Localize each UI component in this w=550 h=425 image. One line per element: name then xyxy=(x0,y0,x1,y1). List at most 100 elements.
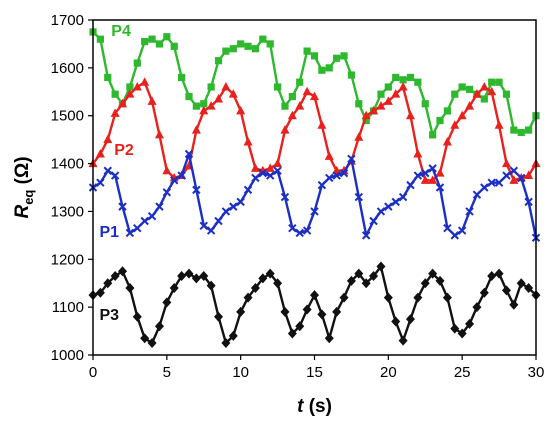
point-p4 xyxy=(384,83,392,91)
series-p3 xyxy=(88,261,541,349)
point-p3 xyxy=(265,268,275,279)
series-label-p4: P4 xyxy=(111,23,131,40)
point-p1 xyxy=(524,197,533,207)
point-p1 xyxy=(361,231,371,240)
point-p4 xyxy=(237,40,245,48)
point-p4 xyxy=(333,54,341,62)
point-p4 xyxy=(288,92,296,101)
point-p3 xyxy=(376,261,386,272)
point-p2 xyxy=(214,93,224,103)
point-p1 xyxy=(332,171,341,180)
point-p1 xyxy=(192,185,201,195)
point-p4 xyxy=(207,83,215,91)
point-p2 xyxy=(132,82,142,91)
point-p3 xyxy=(428,268,438,279)
point-p4 xyxy=(355,100,363,108)
point-p3 xyxy=(509,299,519,310)
point-p3 xyxy=(494,268,504,279)
point-p2 xyxy=(118,98,128,108)
point-p1 xyxy=(302,226,312,235)
x-tick-label: 25 xyxy=(454,364,471,381)
point-p1 xyxy=(184,149,194,159)
point-p2 xyxy=(435,168,445,177)
point-p2 xyxy=(420,175,430,184)
point-p4 xyxy=(259,35,267,43)
point-p4 xyxy=(222,47,230,55)
point-p1 xyxy=(502,171,511,180)
point-p3 xyxy=(398,335,408,346)
point-p1 xyxy=(428,164,437,173)
point-p2 xyxy=(405,110,415,120)
point-p4 xyxy=(281,102,289,110)
point-p1 xyxy=(398,192,408,202)
series-p1 xyxy=(88,149,541,242)
point-p1 xyxy=(487,178,496,187)
point-p1 xyxy=(243,185,253,195)
point-p3 xyxy=(501,285,511,296)
point-p2 xyxy=(302,86,312,96)
point-p1 xyxy=(421,168,430,178)
x-axis-var: t xyxy=(297,396,304,417)
point-p2 xyxy=(354,132,364,141)
point-p4 xyxy=(429,131,437,139)
point-p4 xyxy=(421,100,429,108)
point-p3 xyxy=(405,314,415,325)
point-p2 xyxy=(110,108,120,117)
point-p4 xyxy=(480,95,488,103)
point-p2 xyxy=(509,175,519,184)
point-p4 xyxy=(148,35,156,43)
point-p4 xyxy=(214,57,223,65)
point-p4 xyxy=(443,107,451,115)
point-p4 xyxy=(318,66,326,74)
y-axis-var: R xyxy=(12,205,33,219)
point-p3 xyxy=(442,292,452,303)
point-p4 xyxy=(458,83,466,91)
point-p1 xyxy=(517,173,526,183)
point-p4 xyxy=(362,116,370,125)
point-p2 xyxy=(228,89,238,98)
point-p3 xyxy=(184,268,194,279)
point-p2 xyxy=(361,110,371,120)
point-p2 xyxy=(221,82,231,91)
point-p3 xyxy=(516,278,526,289)
series-layer xyxy=(88,28,541,349)
point-p2 xyxy=(450,120,460,129)
point-p2 xyxy=(154,129,164,139)
point-p3 xyxy=(118,266,128,277)
point-p2 xyxy=(428,175,438,184)
point-p1 xyxy=(251,173,260,183)
point-p3 xyxy=(346,275,356,286)
point-p1 xyxy=(317,180,327,190)
y-tick-label: 1200 xyxy=(51,251,84,268)
point-p1 xyxy=(406,180,415,190)
point-p2 xyxy=(413,149,423,158)
point-p1 xyxy=(435,183,445,192)
axis-layer: 0 5 10 15 20 25 30 1000 1100 1200 1300 1400 1500 1600… xyxy=(51,12,545,381)
point-p4 xyxy=(377,90,385,98)
point-p2 xyxy=(236,105,246,115)
point-p3 xyxy=(420,278,430,289)
point-p3 xyxy=(199,271,209,282)
point-p1 xyxy=(413,171,423,180)
point-p4 xyxy=(406,73,415,82)
point-p3 xyxy=(177,271,187,282)
point-p4 xyxy=(325,64,333,72)
point-p3 xyxy=(125,283,135,293)
series-p2 xyxy=(88,77,541,184)
point-p4 xyxy=(414,78,422,86)
point-p1 xyxy=(110,171,120,180)
plot-area: P4 P2 P1 P3 xyxy=(88,19,541,356)
x-tick-label: 0 xyxy=(89,364,97,381)
point-p1 xyxy=(457,226,467,235)
point-p2 xyxy=(442,137,452,146)
point-p4 xyxy=(229,45,237,53)
point-p4 xyxy=(185,92,193,101)
y-tick-label: 1000 xyxy=(51,347,84,364)
point-p2 xyxy=(369,105,379,115)
point-p1 xyxy=(288,223,297,233)
point-p2 xyxy=(243,137,253,146)
point-p1 xyxy=(384,202,393,211)
point-p4 xyxy=(178,73,186,82)
point-p3 xyxy=(524,283,534,293)
